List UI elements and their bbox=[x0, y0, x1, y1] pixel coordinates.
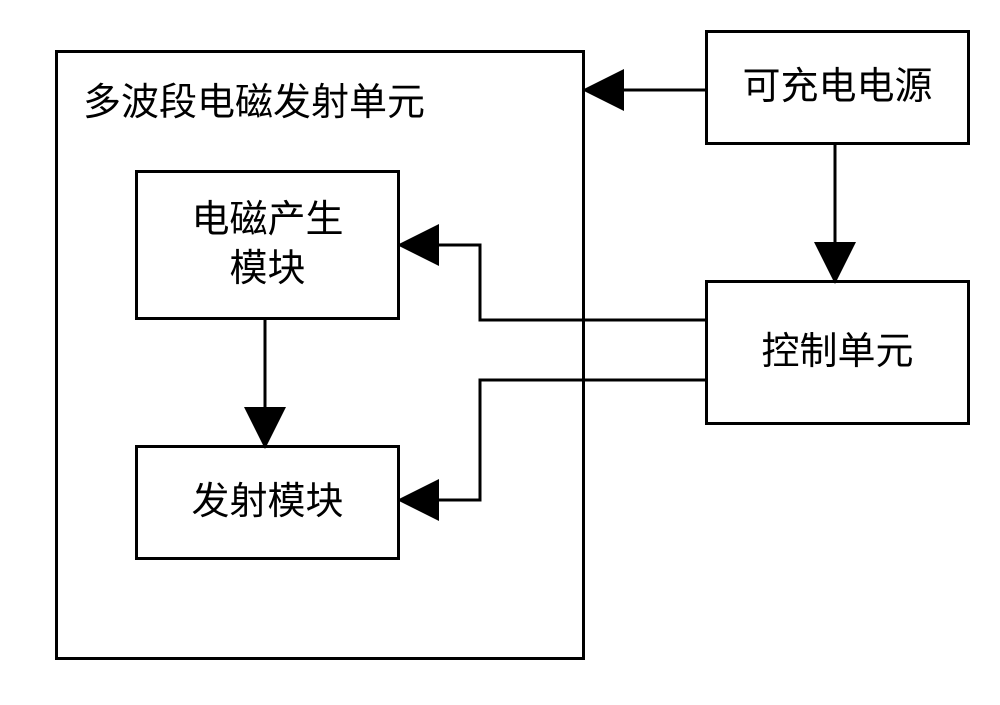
control-unit-box: 控制单元 bbox=[705, 280, 970, 425]
outer-container-box: 多波段电磁发射单元 bbox=[55, 50, 585, 660]
emission-module-box: 发射模块 bbox=[135, 445, 400, 560]
power-box: 可充电电源 bbox=[705, 30, 970, 145]
em-generation-module-box: 电磁产生 模块 bbox=[135, 170, 400, 320]
em-generation-label: 电磁产生 模块 bbox=[191, 196, 343, 295]
emission-label: 发射模块 bbox=[191, 478, 343, 527]
control-label: 控制单元 bbox=[761, 328, 913, 377]
power-label: 可充电电源 bbox=[742, 63, 932, 112]
outer-container-title: 多波段电磁发射单元 bbox=[83, 71, 425, 126]
